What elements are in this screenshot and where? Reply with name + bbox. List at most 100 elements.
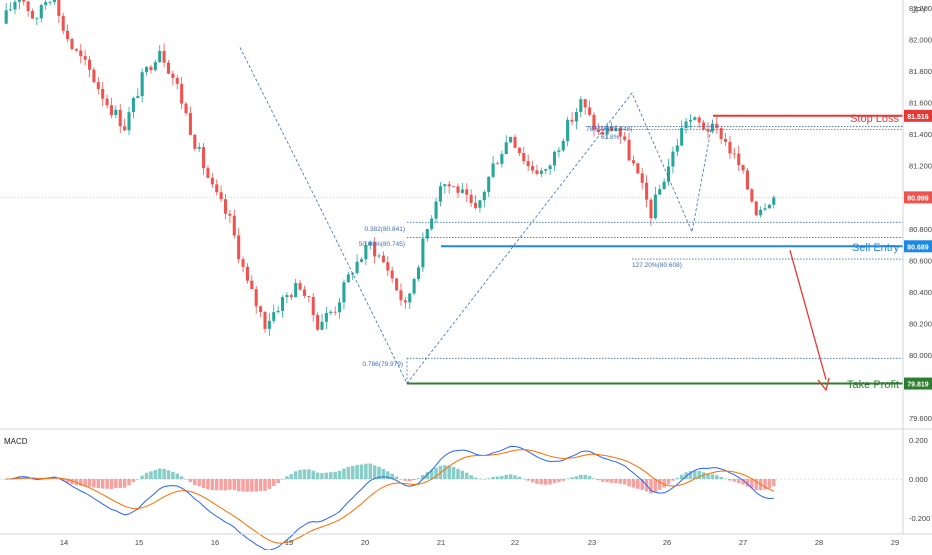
candle-body bbox=[333, 311, 337, 313]
candle-body bbox=[443, 184, 447, 187]
macd-bar bbox=[500, 475, 504, 480]
candle-body bbox=[680, 127, 684, 146]
price-tick-label: 80.200 bbox=[909, 319, 932, 328]
macd-tick-label: 0.000 bbox=[909, 475, 928, 484]
candle-body bbox=[118, 109, 122, 127]
macd-line bbox=[6, 445, 774, 551]
candle-body bbox=[478, 200, 482, 208]
macd-bar bbox=[337, 470, 342, 480]
macd-bar bbox=[232, 479, 237, 491]
price-tick-label: 80.600 bbox=[909, 256, 932, 265]
candle-body bbox=[671, 151, 675, 167]
candle-body bbox=[544, 169, 548, 171]
macd-bar bbox=[653, 479, 658, 492]
price-tick-label: 81.800 bbox=[909, 67, 932, 76]
candle-body bbox=[710, 123, 714, 132]
candle-body bbox=[30, 11, 35, 19]
fib-618-label: 61.8% bbox=[601, 134, 620, 141]
candle-body bbox=[473, 202, 478, 208]
macd-bar bbox=[482, 479, 487, 480]
candle-body bbox=[697, 117, 701, 123]
fib-382-label: 0.382(80.841) bbox=[365, 226, 405, 233]
candle-body bbox=[250, 280, 254, 290]
candle-body bbox=[469, 194, 473, 203]
macd-bar bbox=[166, 470, 171, 480]
candle-body bbox=[162, 50, 166, 63]
macd-bar bbox=[333, 471, 337, 480]
macd-bar bbox=[495, 476, 500, 480]
candle-body bbox=[658, 189, 662, 195]
macd-bar bbox=[548, 479, 552, 485]
macd-bar bbox=[193, 479, 197, 486]
candle-body bbox=[114, 109, 118, 116]
currency-label: JPY bbox=[912, 6, 927, 15]
candle-body bbox=[158, 50, 162, 63]
macd-bar bbox=[364, 463, 368, 480]
macd-bar bbox=[622, 479, 627, 485]
time-tick-label: 22 bbox=[511, 538, 519, 547]
candle-body bbox=[342, 282, 346, 303]
candle-body bbox=[649, 199, 653, 219]
candle-body bbox=[574, 111, 578, 122]
macd-bar bbox=[561, 479, 566, 481]
candle-body bbox=[421, 238, 425, 268]
take-profit-label: Take Profit bbox=[847, 379, 899, 391]
candle-body bbox=[346, 274, 350, 283]
macd-bar bbox=[421, 474, 425, 480]
macd-bar bbox=[105, 479, 109, 489]
candle-body bbox=[732, 153, 736, 155]
macd-bar bbox=[263, 479, 267, 491]
candle-body bbox=[232, 215, 236, 236]
candle-body bbox=[272, 312, 276, 321]
macd-bar bbox=[140, 475, 144, 480]
candle-body bbox=[302, 289, 307, 296]
macd-bar bbox=[293, 471, 298, 480]
macd-bar bbox=[763, 479, 767, 490]
candle-body bbox=[539, 170, 543, 174]
candle-body bbox=[609, 126, 614, 132]
macd-bar bbox=[513, 475, 517, 480]
candle-body bbox=[74, 48, 78, 51]
macd-bar bbox=[407, 479, 412, 482]
price-tick-label: 80.800 bbox=[909, 225, 932, 234]
macd-bar bbox=[592, 478, 596, 480]
macd-bar bbox=[671, 479, 675, 481]
macd-bar bbox=[219, 479, 223, 491]
candle-body bbox=[640, 173, 644, 183]
macd-bar bbox=[451, 466, 456, 480]
time-tick-label: 19 bbox=[285, 538, 293, 547]
macd-bar bbox=[298, 469, 302, 480]
macd-bar bbox=[267, 479, 272, 489]
macd-bar bbox=[552, 479, 557, 484]
macd-bar bbox=[96, 479, 101, 489]
macd-bar bbox=[508, 474, 513, 480]
candle-body bbox=[447, 184, 451, 187]
macd-bar bbox=[114, 479, 118, 489]
price-tick-label: 81.200 bbox=[909, 162, 932, 171]
candle-body bbox=[399, 290, 403, 301]
macd-bar bbox=[153, 469, 158, 480]
candle-body bbox=[153, 62, 157, 71]
current-price-tag-text: 80.999 bbox=[907, 195, 929, 202]
macd-bar bbox=[605, 479, 609, 483]
macd-bar bbox=[359, 464, 364, 480]
macd-bar bbox=[596, 479, 601, 481]
price-tick-label: 79.600 bbox=[909, 414, 932, 423]
candle-body bbox=[131, 98, 135, 113]
candle-body bbox=[184, 103, 188, 114]
macd-bar bbox=[149, 471, 153, 480]
macd-bar bbox=[394, 476, 399, 480]
candle-body bbox=[210, 177, 214, 185]
price-tick-label: 80.400 bbox=[909, 288, 932, 297]
macd-bar bbox=[658, 479, 662, 490]
candle-body bbox=[373, 242, 377, 257]
macd-bar bbox=[710, 474, 715, 480]
candle-body bbox=[763, 208, 767, 210]
macd-bar bbox=[741, 479, 745, 485]
candle-body bbox=[495, 163, 500, 165]
macd-bar bbox=[772, 479, 776, 487]
candle-body bbox=[434, 201, 438, 219]
macd-bar bbox=[372, 465, 377, 480]
time-tick-label: 21 bbox=[437, 538, 445, 547]
